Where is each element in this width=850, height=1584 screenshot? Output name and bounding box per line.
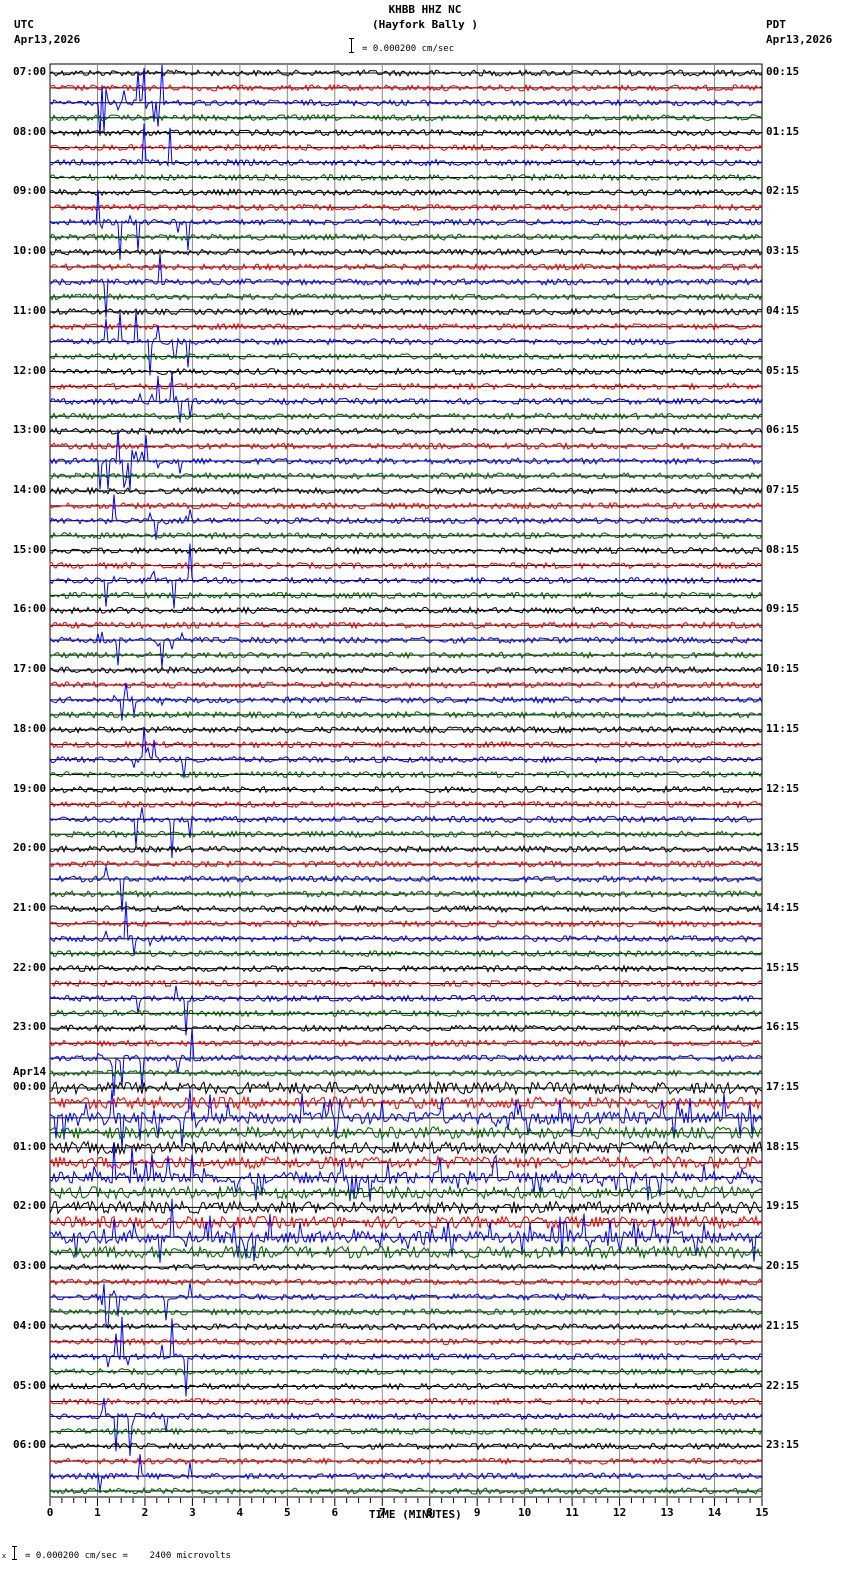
seismogram-plot: 0 1 2 3 4 5 6 7 8 9 10 11 12 13 14 15	[47, 63, 769, 1519]
utc-hour-label: 19:00	[13, 781, 47, 795]
pdt-hour-label: 12:15	[766, 781, 800, 795]
pdt-hour-label: 20:15	[766, 1259, 800, 1273]
utc-hour-label: 09:00	[13, 184, 47, 198]
left-timezone: UTC	[14, 18, 34, 31]
station-location: (Hayfork Bally )	[372, 18, 478, 31]
footer-scale-text: = 0.000200 cm/sec = 2400 microvolts	[25, 1551, 231, 1561]
utc-hour-label: 03:00	[13, 1259, 47, 1273]
footer-scale-bar-icon	[12, 1546, 20, 1560]
utc-hour-label: 22:00	[13, 960, 47, 974]
pdt-hour-label: 06:15	[766, 423, 800, 437]
pdt-hour-label: 18:15	[766, 1139, 800, 1153]
scale-text: = 0.000200 cm/sec	[362, 44, 455, 54]
pdt-hour-label: 22:15	[766, 1378, 800, 1392]
utc-hour-label: 00:00	[13, 1080, 47, 1094]
utc-hour-label: 11:00	[13, 303, 47, 317]
x-tick-label: 15	[755, 1506, 768, 1519]
pdt-hour-label: 23:15	[766, 1438, 800, 1452]
x-tick-label: 5	[284, 1506, 291, 1519]
pdt-hour-label: 17:15	[766, 1080, 800, 1094]
utc-hour-label: 04:00	[13, 1318, 47, 1332]
utc-hour-label: 08:00	[13, 124, 47, 138]
x-tick-label: 10	[518, 1506, 531, 1519]
utc-hour-label: 15:00	[13, 542, 47, 556]
x-tick-label: 2	[142, 1506, 149, 1519]
x-tick-label: 3	[189, 1506, 196, 1519]
pdt-hour-label: 15:15	[766, 960, 800, 974]
pdt-hour-label: 13:15	[766, 841, 800, 855]
utc-hour-label: 14:00	[13, 482, 47, 496]
utc-hour-label: 21:00	[13, 900, 47, 914]
utc-hour-label: 10:00	[13, 244, 47, 258]
pdt-hour-label: 05:15	[766, 363, 800, 377]
pdt-hour-label: 11:15	[766, 721, 800, 735]
pdt-hour-label: 14:15	[766, 900, 800, 914]
utc-hour-label: 17:00	[13, 662, 47, 676]
utc-hour-label: 05:00	[13, 1378, 47, 1392]
x-tick-label: 0	[47, 1506, 54, 1519]
pdt-hour-label: 09:15	[766, 602, 800, 616]
utc-hour-label: 06:00	[13, 1438, 47, 1452]
x-tick-label: 11	[566, 1506, 580, 1519]
utc-hour-label: 13:00	[13, 423, 47, 437]
pdt-hour-label: 10:15	[766, 662, 800, 676]
pdt-hour-label: 16:15	[766, 1020, 800, 1034]
x-tick-label: 13	[660, 1506, 673, 1519]
utc-hour-label: 23:00	[13, 1020, 47, 1034]
scale-bar-icon	[349, 38, 357, 53]
pdt-hour-label: 02:15	[766, 184, 800, 198]
x-tick-label: 14	[708, 1506, 722, 1519]
pdt-hour-label: 00:15	[766, 65, 800, 78]
x-tick-label: 1	[94, 1506, 101, 1519]
pdt-hour-label: 01:15	[766, 124, 800, 138]
utc-hour-label: 02:00	[13, 1199, 47, 1213]
footer-marker: x	[2, 1552, 7, 1560]
x-tick-label: 8	[426, 1506, 433, 1519]
x-tick-label: 9	[474, 1506, 481, 1519]
x-tick-label: 7	[379, 1506, 386, 1519]
utc-hour-label: 16:00	[13, 602, 47, 616]
station-title: KHBB HHZ NC	[388, 3, 462, 16]
utc-hour-label: 12:00	[13, 363, 47, 377]
x-tick-label: 6	[331, 1506, 338, 1519]
utc-hour-label: 01:00	[13, 1139, 47, 1153]
utc-hour-label: 18:00	[13, 721, 47, 735]
pdt-hour-label: 21:15	[766, 1318, 800, 1332]
x-tick-label: 4	[237, 1506, 244, 1519]
right-timezone: PDT	[766, 18, 786, 31]
x-tick-label: 12	[613, 1506, 626, 1519]
utc-hour-label: 07:00	[13, 65, 47, 78]
utc-hour-label: 20:00	[13, 841, 47, 855]
pdt-hour-label: 04:15	[766, 303, 800, 317]
date-change-label: Apr14	[13, 1065, 47, 1079]
left-date: Apr13,2026	[14, 33, 81, 46]
pdt-hour-label: 07:15	[766, 482, 800, 496]
pdt-hour-label: 19:15	[766, 1199, 800, 1213]
x-axis-label: TIME (MINUTES)	[369, 1508, 462, 1521]
pdt-hour-label: 08:15	[766, 542, 800, 556]
pdt-hour-label: 03:15	[766, 244, 800, 258]
right-date: Apr13,2026	[766, 33, 833, 46]
